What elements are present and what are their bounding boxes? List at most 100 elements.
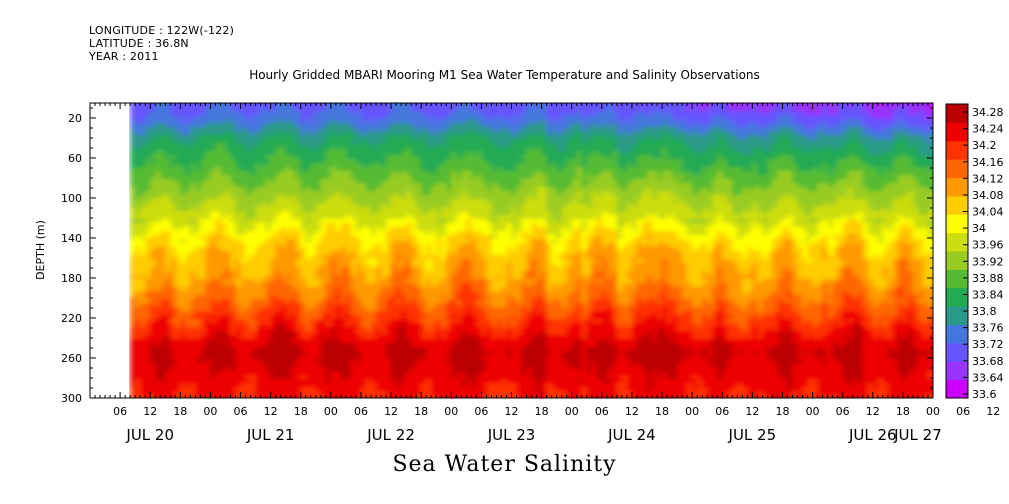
salinity-cell: [150, 159, 156, 164]
salinity-cell: [130, 355, 136, 360]
salinity-cell: [260, 319, 267, 324]
salinity-cell: [325, 115, 332, 120]
salinity-cell: [270, 395, 277, 398]
salinity-cell: [145, 271, 151, 276]
salinity-cell: [215, 227, 222, 232]
salinity-cell: [250, 119, 257, 124]
salinity-cell: [210, 231, 217, 236]
salinity-cell: [230, 155, 237, 160]
salinity-cell: [135, 263, 141, 268]
salinity-cell: [421, 267, 427, 272]
salinity-cell: [360, 331, 367, 336]
salinity-cell: [421, 271, 427, 276]
salinity-cell: [185, 159, 191, 164]
salinity-cell: [315, 203, 322, 208]
salinity-cell: [426, 115, 432, 120]
salinity-cell: [175, 203, 181, 208]
salinity-cell: [315, 163, 322, 168]
salinity-cell: [300, 119, 307, 124]
salinity-cell: [365, 251, 372, 256]
salinity-cell: [456, 279, 462, 284]
salinity-cell: [265, 227, 272, 232]
salinity-cell: [305, 271, 312, 276]
salinity-cell: [330, 355, 337, 360]
salinity-cell: [305, 123, 312, 128]
salinity-cell: [371, 151, 377, 156]
salinity-cell: [365, 307, 372, 312]
salinity-cell: [215, 163, 222, 168]
salinity-cell: [170, 155, 176, 160]
salinity-cell: [185, 359, 191, 364]
salinity-cell: [305, 355, 312, 360]
salinity-cell: [345, 167, 352, 172]
salinity-cell: [265, 319, 272, 324]
salinity-cell: [355, 131, 362, 136]
salinity-cell: [140, 243, 146, 248]
salinity-cell: [330, 175, 337, 180]
salinity-cell: [396, 299, 402, 304]
salinity-cell: [140, 115, 146, 120]
salinity-cell: [401, 247, 407, 252]
salinity-cell: [350, 115, 357, 120]
salinity-cell: [230, 279, 237, 284]
salinity-cell: [451, 379, 457, 384]
salinity-cell: [175, 399, 181, 404]
salinity-cell: [441, 171, 447, 176]
salinity-cell: [365, 199, 372, 204]
salinity-cell: [215, 255, 222, 260]
salinity-cell: [270, 339, 277, 344]
salinity-cell: [195, 211, 201, 216]
salinity-cell: [360, 171, 367, 176]
salinity-cell: [235, 207, 242, 212]
salinity-cell: [360, 191, 367, 196]
salinity-cell: [335, 311, 342, 316]
salinity-cell: [305, 391, 312, 396]
salinity-cell: [130, 163, 136, 168]
salinity-cell: [170, 131, 176, 136]
salinity-cell: [340, 279, 347, 284]
salinity-cell: [250, 351, 257, 356]
salinity-cell: [350, 211, 357, 216]
salinity-cell: [280, 139, 287, 144]
salinity-cell: [290, 335, 297, 340]
salinity-cell: [300, 207, 307, 212]
salinity-cell: [270, 267, 277, 272]
salinity-cell: [205, 371, 212, 376]
salinity-cell: [396, 355, 402, 360]
salinity-cell: [310, 375, 317, 380]
salinity-cell: [155, 167, 161, 172]
salinity-cell: [260, 219, 267, 224]
salinity-cell: [240, 279, 247, 284]
salinity-cell: [315, 167, 322, 172]
salinity-cell: [210, 195, 217, 200]
salinity-cell: [416, 299, 422, 304]
salinity-cell: [265, 351, 272, 356]
salinity-cell: [285, 107, 292, 112]
salinity-cell: [421, 155, 427, 160]
salinity-cell: [360, 279, 367, 284]
salinity-cell: [285, 343, 292, 348]
salinity-cell: [250, 231, 257, 236]
salinity-cell: [260, 307, 267, 312]
salinity-cell: [255, 163, 262, 168]
salinity-cell: [245, 271, 252, 276]
salinity-cell: [335, 239, 342, 244]
salinity-cell: [406, 155, 412, 160]
salinity-cell: [401, 303, 407, 308]
salinity-cell: [265, 291, 272, 296]
salinity-cell: [280, 111, 287, 116]
salinity-cell: [165, 207, 171, 212]
salinity-cell: [260, 383, 267, 388]
salinity-cell: [386, 319, 392, 324]
salinity-cell: [200, 207, 207, 212]
salinity-cell: [436, 371, 442, 376]
salinity-cell: [365, 295, 372, 300]
salinity-cell: [285, 315, 292, 320]
salinity-cell: [175, 107, 181, 112]
salinity-cell: [451, 207, 457, 212]
salinity-cell: [225, 287, 232, 292]
salinity-cell: [250, 195, 257, 200]
salinity-cell: [135, 279, 141, 284]
salinity-cell: [195, 335, 201, 340]
salinity-cell: [195, 343, 201, 348]
